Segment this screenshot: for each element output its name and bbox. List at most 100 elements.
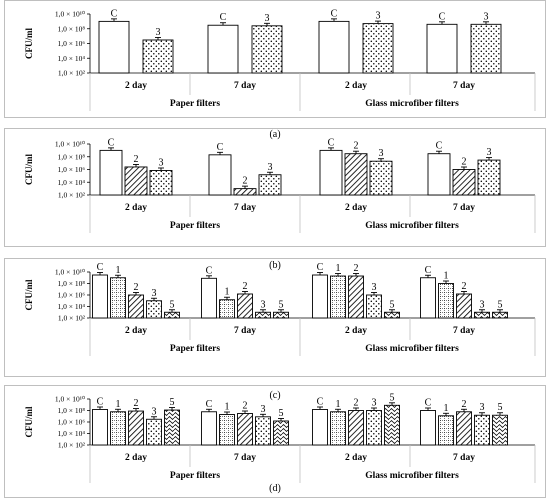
day-label: 7 day (234, 81, 256, 91)
bar-rect (273, 420, 289, 446)
bar-label: 5 (390, 299, 395, 310)
filter-group-label: Paper filters (170, 344, 221, 354)
bar-rect (369, 160, 393, 196)
bar-label: 5 (498, 402, 503, 413)
y-tick-label: 1,0 × 10⁶ (58, 165, 86, 174)
bar-rect (164, 409, 180, 446)
y-axis-label: CFU/ml (24, 154, 34, 185)
bar-3: 3 (362, 11, 394, 74)
bar-rect (427, 153, 451, 196)
bar-2: 2 (348, 263, 364, 319)
y-tick-label: 1,0 × 10⁶ (58, 418, 86, 427)
bar-label: C (328, 137, 335, 148)
bar-rect (142, 39, 174, 74)
bar-1: 1 (219, 287, 235, 319)
bar-1: 1 (219, 402, 235, 446)
bar-rect (384, 404, 400, 446)
bar-rect (92, 409, 108, 446)
bar-label: 2 (134, 154, 139, 165)
bar-5: 5 (164, 397, 180, 446)
day-label: 7 day (453, 203, 475, 213)
bar-label: 2 (462, 281, 467, 292)
bar-rect (237, 413, 253, 446)
bar-rect (237, 293, 253, 319)
y-tick-label: 1,0 × 10¹⁰ (55, 395, 85, 404)
bar-rect (362, 23, 394, 74)
y-tick-label: 1,0 × 10⁴ (58, 429, 86, 438)
bar-rect (110, 411, 126, 446)
bar-rect (438, 283, 454, 319)
bar-label: C (436, 141, 443, 152)
day-label: 2 day (345, 326, 367, 336)
bar-rect (384, 311, 400, 319)
bar-3: 3 (142, 27, 174, 74)
panel-label: (b) (269, 260, 281, 271)
bar-label: 1 (225, 287, 230, 298)
bar-label: 2 (354, 398, 359, 409)
bar-label: 3 (265, 13, 270, 24)
bar-rect (164, 311, 180, 319)
panel-frame (4, 385, 546, 498)
bar-1: 1 (438, 403, 454, 446)
bar-rect (420, 277, 436, 319)
y-tick-label: 1,0 × 10⁶ (58, 291, 86, 300)
bar-rect (312, 409, 328, 446)
bar-5: 5 (492, 299, 508, 319)
bar-rect (128, 410, 144, 446)
y-axis-label: CFU/ml (24, 406, 34, 437)
bar-rect (124, 166, 148, 196)
day-label: 2 day (345, 203, 367, 213)
bar-rect (474, 414, 490, 446)
bar-label: 3 (376, 11, 381, 22)
bar-rect (255, 416, 271, 446)
bar-label: C (439, 11, 446, 22)
bar-rect (110, 277, 126, 319)
bar-rect (233, 188, 257, 196)
bar-2: 2 (237, 401, 253, 446)
filter-group-label: Paper filters (170, 99, 221, 109)
bar-3: 3 (474, 299, 490, 319)
bar-label: 5 (279, 408, 284, 419)
y-tick-label: 1,0 × 10¹⁰ (55, 140, 85, 149)
bar-label: 5 (170, 397, 175, 408)
bar-label: C (317, 262, 324, 273)
bar-rect (474, 311, 490, 319)
bar-1: 1 (110, 265, 126, 319)
day-label: 2 day (125, 81, 147, 91)
bar-rect (426, 23, 458, 74)
y-tick-label: 1,0 × 10¹⁰ (55, 268, 85, 277)
bar-label: 2 (134, 398, 139, 409)
y-tick-label: 1,0 × 10⁸ (58, 406, 86, 415)
bar-rect (456, 293, 472, 319)
bar-label: C (425, 398, 432, 409)
bar-label: 3 (480, 299, 485, 310)
filter-group-label: Glass microfiber filters (365, 344, 459, 354)
bar-3: 3 (258, 162, 282, 196)
y-tick-label: 1,0 × 10⁶ (58, 39, 86, 48)
bar-rect (492, 414, 508, 446)
bar-rect (201, 411, 217, 446)
bar-label: 1 (116, 265, 121, 276)
bar-label: 3 (261, 299, 266, 310)
bar-label: C (425, 265, 432, 276)
bar-label: 3 (379, 148, 384, 159)
day-label: 2 day (125, 203, 147, 213)
bar-rect (477, 159, 501, 196)
bar-5: 5 (164, 299, 180, 319)
bar-5: 5 (273, 408, 289, 446)
bar-rect (344, 153, 368, 196)
bar-C: C (98, 8, 130, 74)
y-tick-label: 1,0 × 10⁸ (58, 279, 86, 288)
panel-a: 1,0 × 10¹⁰ 1,0 × 10⁸ 1,0 × 10⁶ 1,0 × 10⁴ 1,0… (4, 0, 546, 140)
y-tick-label: 1,0 × 10² (58, 69, 86, 78)
bar-label: 5 (279, 299, 284, 310)
bar-rect (438, 415, 454, 446)
bar-C: C (319, 137, 343, 196)
y-tick-label: 1,0 × 10⁴ (58, 302, 86, 311)
bar-3: 3 (255, 299, 271, 319)
bar-5: 5 (273, 299, 289, 319)
day-label: 2 day (125, 453, 147, 463)
bar-2: 2 (456, 281, 472, 319)
day-label: 2 day (345, 81, 367, 91)
bar-label: 5 (390, 392, 395, 403)
